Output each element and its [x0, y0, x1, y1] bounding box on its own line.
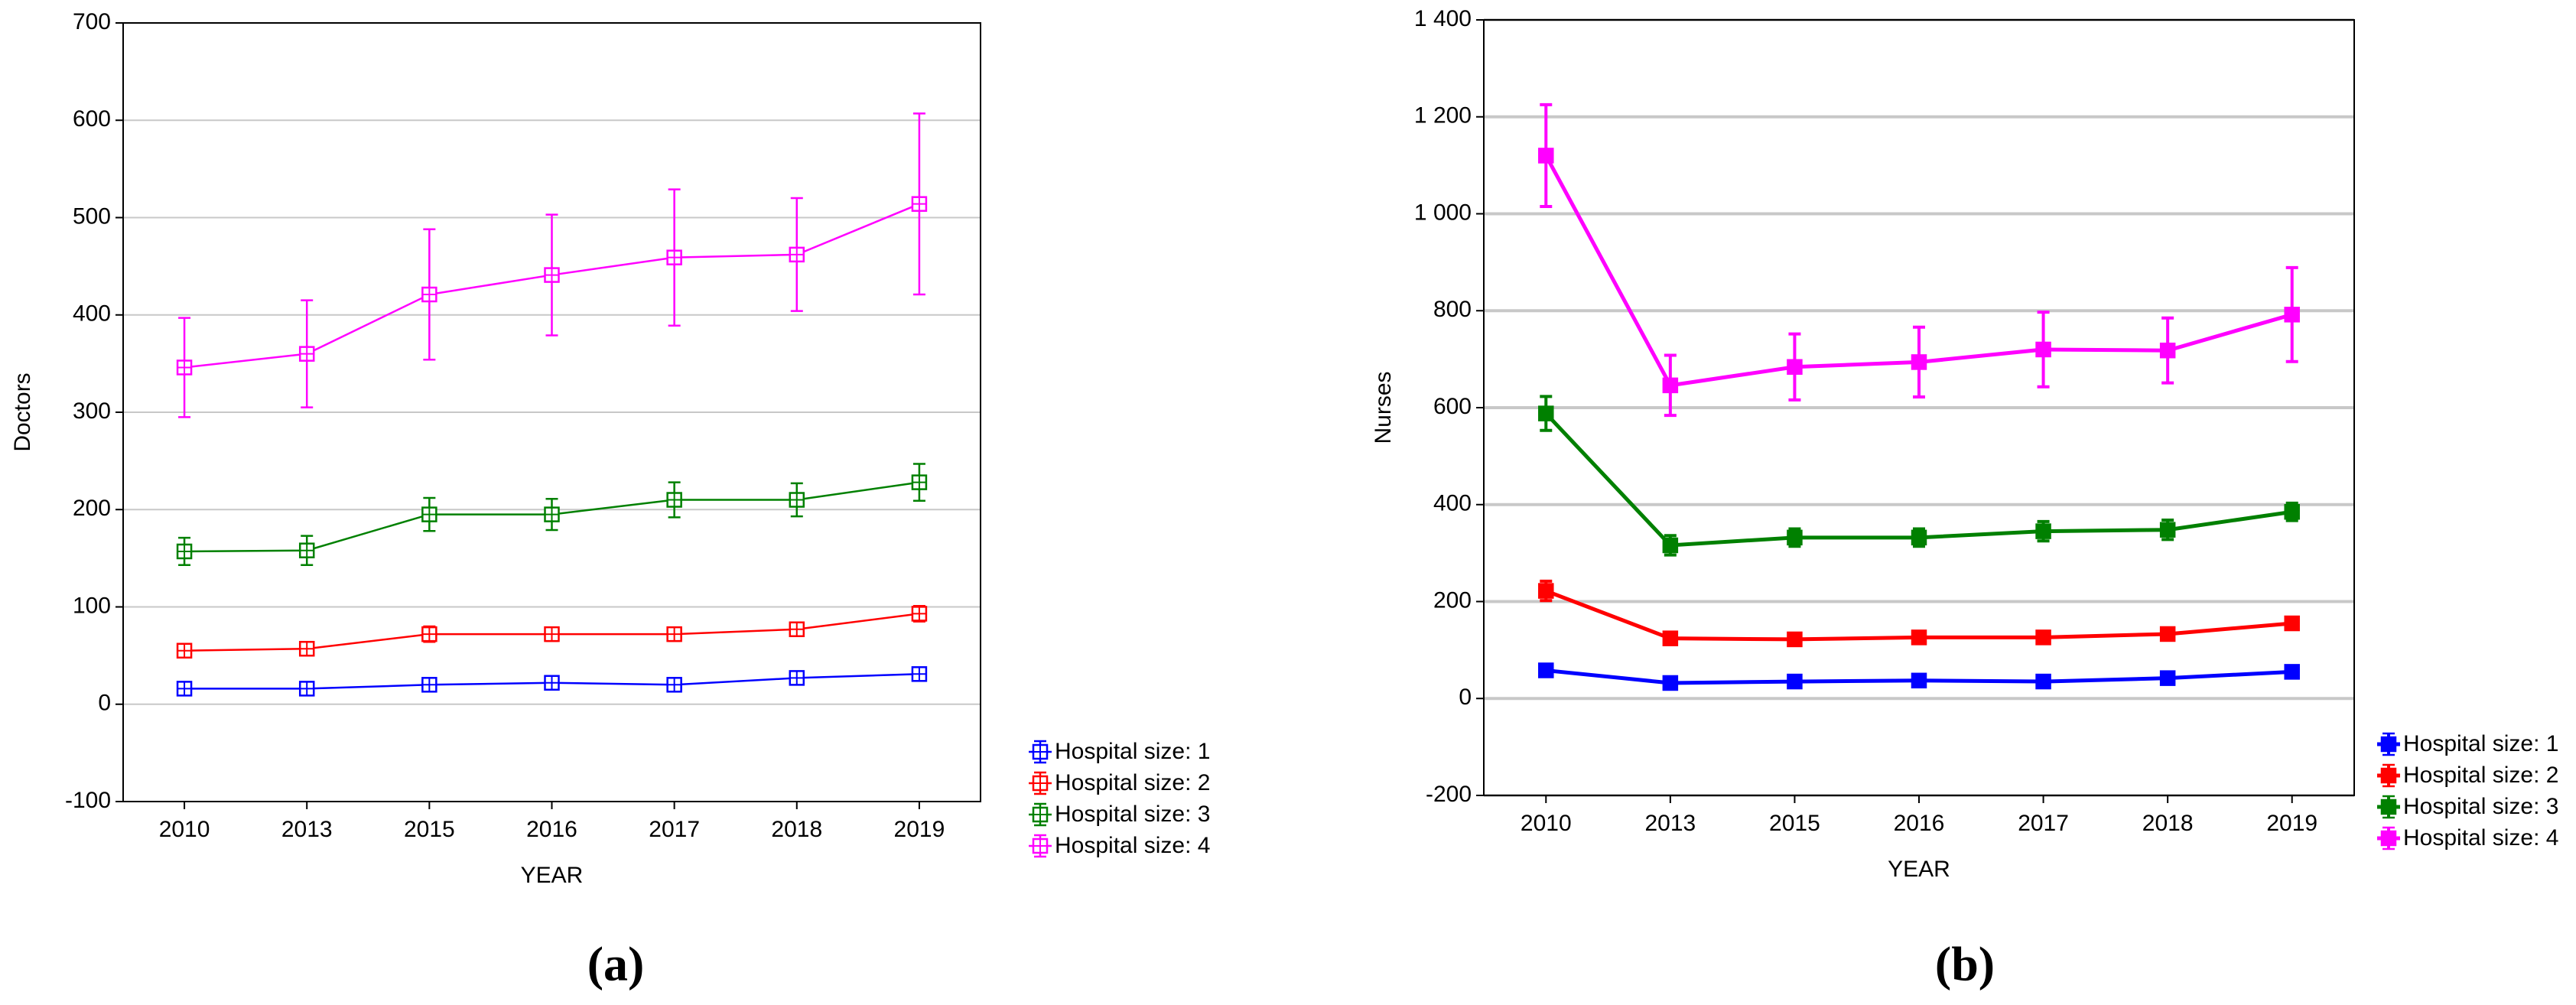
legend-entry: Hospital size: 3 — [2377, 794, 2558, 819]
marker — [2380, 736, 2397, 753]
y-tick-label: 500 — [73, 203, 111, 229]
y-tick-label: 100 — [73, 593, 111, 618]
x-tick-label: 2015 — [404, 817, 455, 842]
legend-label: Hospital size: 1 — [1055, 739, 1210, 764]
marker — [1787, 631, 1803, 648]
legend-entry: Hospital size: 1 — [1029, 739, 1210, 764]
x-tick-label: 2013 — [281, 817, 333, 842]
x-tick-label: 2019 — [894, 817, 945, 842]
legend-entry: Hospital size: 2 — [1029, 770, 1210, 795]
y-tick-label: 300 — [73, 398, 111, 424]
x-tick-label: 2015 — [1769, 811, 1820, 836]
y-tick-label: 400 — [73, 301, 111, 327]
x-tick-label: 2018 — [771, 817, 822, 842]
x-tick-label: 2016 — [526, 817, 577, 842]
marker — [1911, 354, 1927, 370]
marker — [2035, 523, 2051, 539]
y-tick-label: 400 — [1433, 491, 1472, 516]
y-tick-label: 1 400 — [1414, 6, 1472, 31]
marker — [1538, 148, 1554, 164]
legend-entry: Hospital size: 2 — [2377, 763, 2558, 788]
x-tick-label: 2013 — [1644, 811, 1696, 836]
y-tick-label: 200 — [1433, 587, 1472, 613]
marker — [2284, 615, 2300, 632]
y-tick-label: 1 200 — [1414, 103, 1472, 128]
y-tick-label: 0 — [98, 691, 111, 716]
marker — [1538, 405, 1554, 421]
marker — [2380, 767, 2397, 784]
x-tick-label: 2017 — [2018, 811, 2069, 836]
y-tick-label: 700 — [73, 9, 111, 34]
marker — [2035, 629, 2051, 646]
y-axis-label: Nurses — [1371, 371, 1396, 444]
series-line — [1544, 411, 2293, 548]
y-tick-label: 1 000 — [1414, 200, 1472, 225]
x-tick-label: 2017 — [649, 817, 700, 842]
marker — [2159, 342, 2176, 359]
marker — [1662, 630, 1679, 646]
legend-label: Hospital size: 1 — [2403, 731, 2558, 756]
y-tick-label: 200 — [73, 496, 111, 521]
x-tick-label: 2010 — [159, 817, 210, 842]
marker — [2035, 341, 2051, 358]
marker — [2380, 798, 2397, 815]
panel-label: (b) — [1935, 937, 1995, 991]
marker — [2035, 673, 2051, 690]
marker — [2284, 664, 2300, 680]
marker — [1662, 537, 1679, 554]
x-tick-label: 2018 — [2142, 811, 2194, 836]
legend-label: Hospital size: 2 — [1055, 770, 1210, 795]
x-tick-label: 2010 — [1521, 811, 1572, 836]
legend-label: Hospital size: 4 — [2403, 825, 2558, 851]
marker — [1538, 662, 1554, 678]
marker — [2159, 670, 2176, 686]
marker — [1538, 583, 1554, 599]
marker — [1787, 673, 1803, 690]
marker — [1787, 359, 1803, 376]
marker — [1911, 629, 1927, 646]
legend-label: Hospital size: 2 — [2403, 763, 2558, 788]
marker — [2159, 626, 2176, 642]
x-tick-label: 2016 — [1894, 811, 1945, 836]
marker — [1662, 377, 1679, 394]
marker — [1787, 529, 1803, 546]
marker — [2284, 504, 2300, 520]
x-axis-label: YEAR — [521, 863, 584, 888]
y-tick-label: 800 — [1433, 297, 1472, 322]
x-axis-label: YEAR — [1888, 857, 1950, 882]
marker — [1911, 672, 1927, 689]
marker — [2284, 307, 2300, 323]
legend-label: Hospital size: 4 — [1055, 833, 1210, 858]
legend-entry: Hospital size: 4 — [1029, 833, 1210, 858]
legend-entry: Hospital size: 4 — [2377, 825, 2558, 851]
y-tick-label: 600 — [73, 106, 111, 132]
y-axis-label: Doctors — [10, 372, 35, 451]
y-tick-label: 600 — [1433, 394, 1472, 419]
panel-label: (a) — [587, 937, 645, 991]
x-tick-label: 2019 — [2266, 811, 2317, 836]
y-tick-label: -200 — [1426, 782, 1472, 807]
y-tick-label: -100 — [65, 788, 111, 813]
marker — [2159, 522, 2176, 538]
y-tick-label: 0 — [1459, 685, 1472, 710]
legend-entry: Hospital size: 3 — [1029, 802, 1210, 827]
legend-label: Hospital size: 3 — [1055, 802, 1210, 827]
legend-entry: Hospital size: 1 — [2377, 731, 2558, 756]
marker — [2380, 830, 2397, 847]
marker — [1662, 675, 1679, 691]
legend-label: Hospital size: 3 — [2403, 794, 2558, 819]
marker — [1911, 529, 1927, 546]
